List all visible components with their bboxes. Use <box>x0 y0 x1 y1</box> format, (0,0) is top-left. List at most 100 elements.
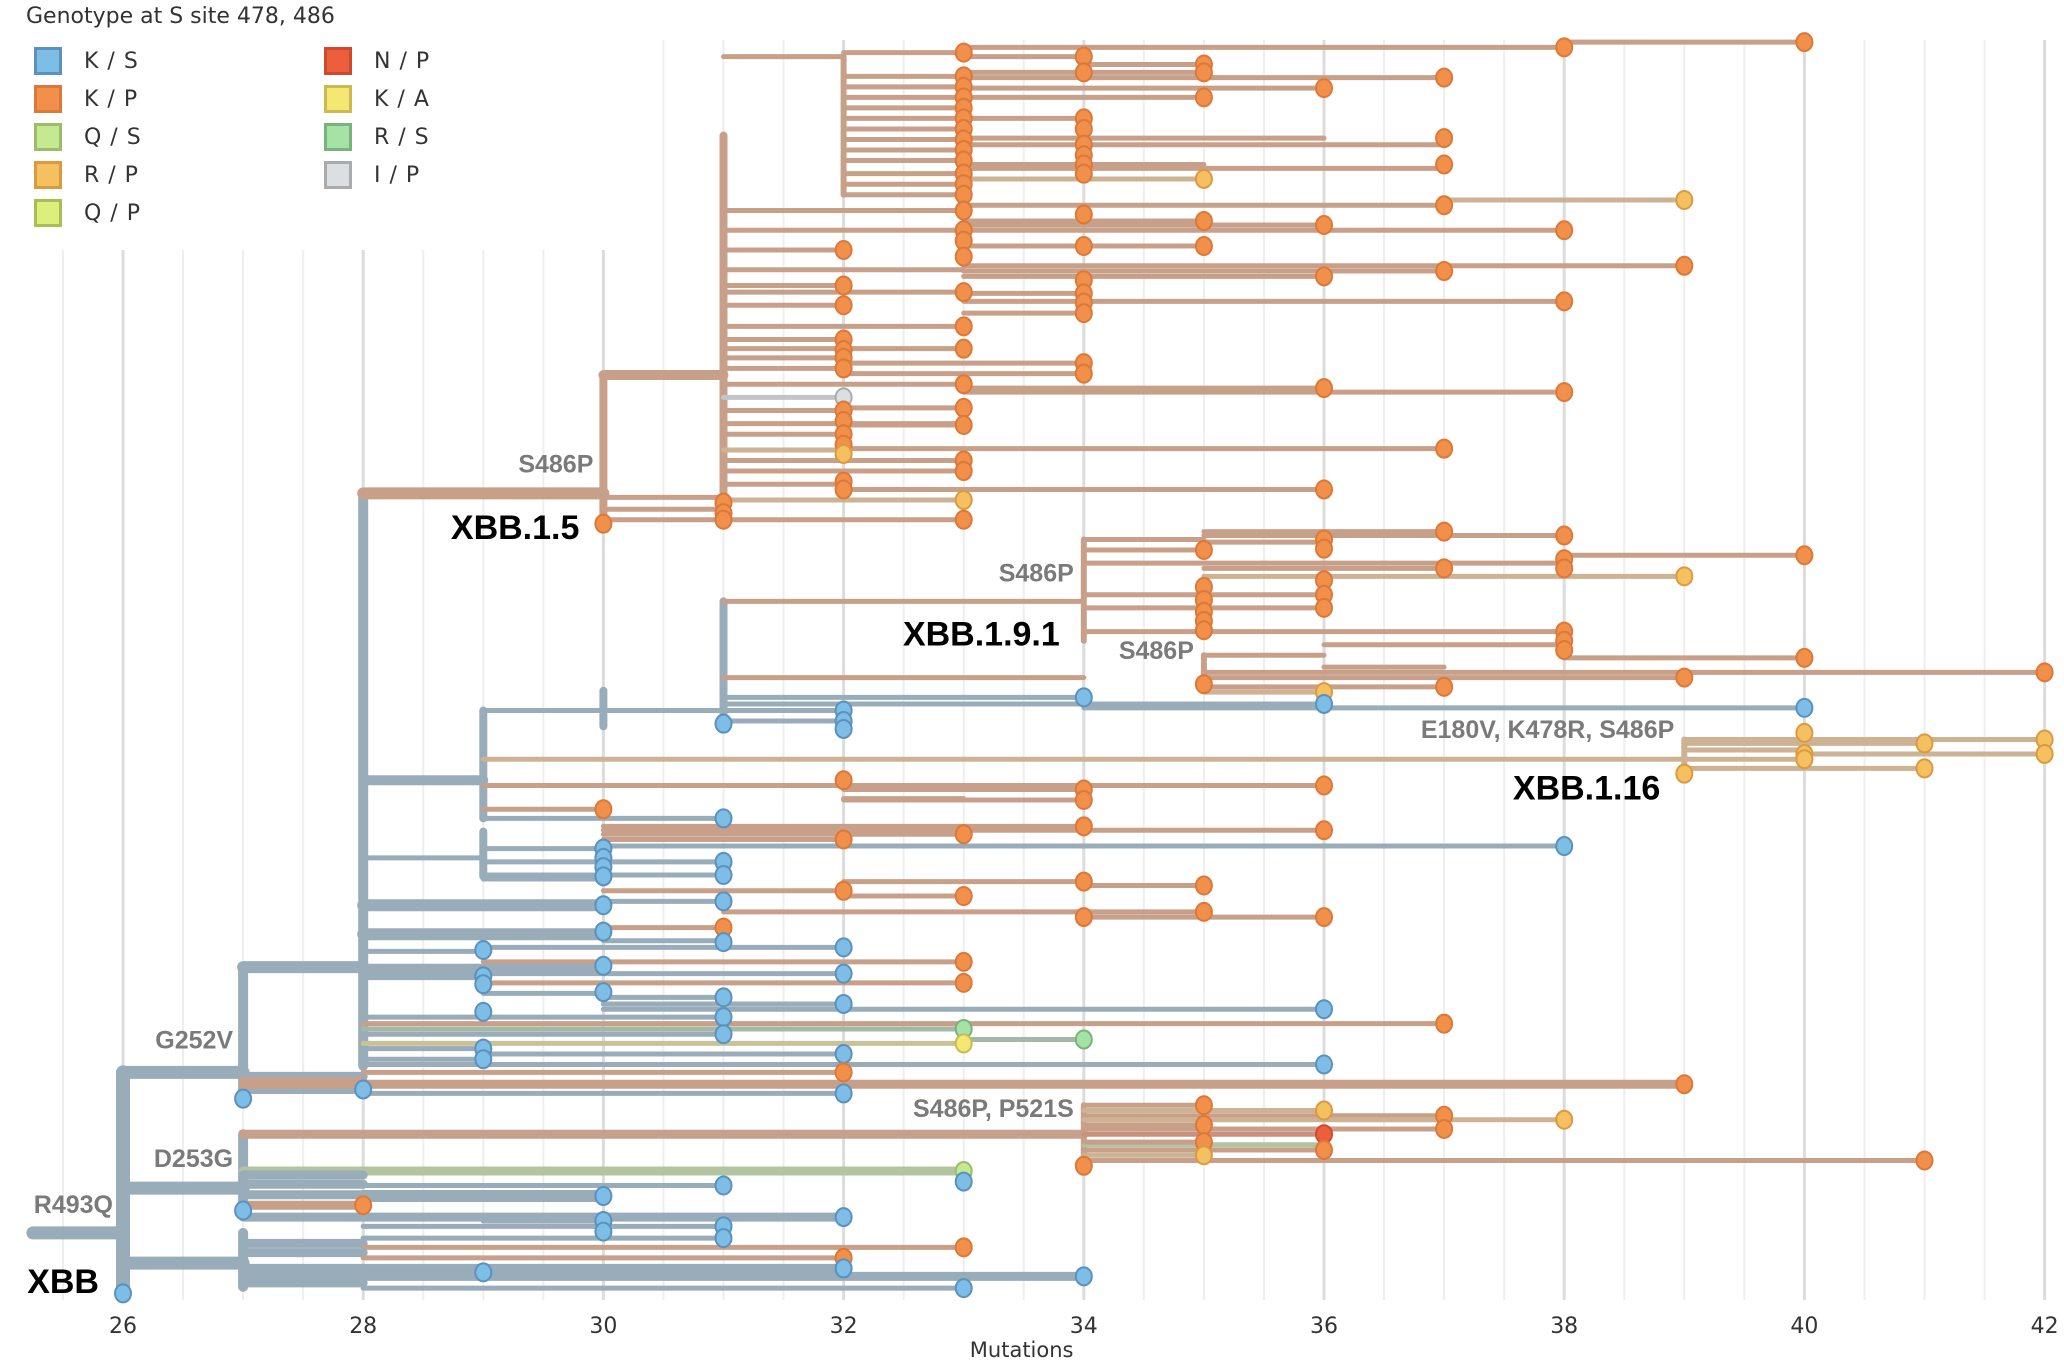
tip-node <box>1555 220 1574 241</box>
tip-node <box>714 987 733 1008</box>
tip-node <box>1315 775 1333 796</box>
legend-swatch <box>324 123 352 151</box>
tip-node <box>954 972 973 993</box>
x-tick-label: 34 <box>1070 1314 1098 1339</box>
tip-node <box>1074 303 1093 324</box>
tip-node <box>1435 195 1454 216</box>
tip-node <box>834 443 853 464</box>
tip-node <box>954 490 973 510</box>
tip-node <box>1555 558 1574 579</box>
legend-swatch <box>34 123 62 151</box>
legend-item-qp[interactable]: Q / P <box>34 196 141 230</box>
tip-node <box>234 1088 253 1109</box>
legend-swatch <box>324 85 352 113</box>
tip-node <box>2035 743 2054 764</box>
legend-label: K / P <box>84 86 139 112</box>
tip-node <box>354 1195 373 1216</box>
tip-node <box>954 951 973 972</box>
legend-swatch <box>34 47 62 75</box>
tip-node <box>1675 255 1694 276</box>
tip-node <box>1915 733 1934 754</box>
tip-node <box>954 316 973 337</box>
legend-item-rp[interactable]: R / P <box>34 158 139 192</box>
tip-node <box>714 808 733 829</box>
tip-node <box>1315 693 1333 714</box>
legend-label: I / P <box>374 162 421 188</box>
tip-node <box>594 921 613 942</box>
legend-label: K / A <box>374 86 430 112</box>
tip-node <box>594 1186 613 1207</box>
tip-node <box>1315 215 1333 235</box>
tree-labels: R493Q G252V D253G S486P S486P S486P E180V, K47… <box>27 450 1674 1301</box>
legend-item-ip[interactable]: I / P <box>324 158 420 192</box>
tip-node <box>1315 266 1333 287</box>
legend-item-qs[interactable]: Q / S <box>34 120 142 154</box>
mutation-label: D253G <box>154 1145 233 1173</box>
legend-label: K / S <box>84 48 139 74</box>
mutation-label: R493Q <box>34 1191 113 1219</box>
mutation-label: S486P <box>1119 637 1194 665</box>
tip-node <box>1435 67 1454 88</box>
mutation-label: S486P, P521S <box>913 1095 1074 1123</box>
tip-node <box>474 940 493 960</box>
tip-node <box>1315 1140 1333 1160</box>
tip-node <box>1555 640 1574 660</box>
tip-node <box>1915 1150 1934 1171</box>
legend-label: R / S <box>374 124 430 150</box>
tip-node <box>1074 363 1093 384</box>
tip-node <box>1074 163 1093 184</box>
tip-node <box>1315 1100 1333 1121</box>
tip-node <box>1194 236 1213 257</box>
legend-item-np[interactable]: N / P <box>324 44 430 78</box>
tip-node <box>1435 1118 1454 1139</box>
tip-node <box>1074 1155 1093 1176</box>
tip-node <box>474 1049 493 1070</box>
legend-swatch <box>324 161 352 189</box>
legend-item-kp[interactable]: K / P <box>34 82 138 116</box>
tip-node <box>1194 87 1213 108</box>
tip-node <box>1194 211 1213 232</box>
tip-node <box>594 955 613 976</box>
tip-node <box>474 1001 493 1022</box>
tip-node <box>1194 875 1213 896</box>
tip-node <box>1555 1109 1574 1130</box>
tip-node <box>954 461 973 482</box>
tip-node <box>1194 901 1213 922</box>
tip-node <box>1795 749 1814 770</box>
tip-node <box>954 415 973 435</box>
tip-node <box>1074 816 1093 837</box>
legend-swatch <box>34 199 62 227</box>
tip-node <box>1074 790 1093 810</box>
legend: K / S K / P Q / S R / P Q / P N / P K / A R / S… <box>34 44 454 244</box>
x-tick-label: 28 <box>349 1314 377 1339</box>
legend-swatch <box>34 161 62 189</box>
clade-label: XBB.1.9.1 <box>903 616 1060 654</box>
legend-item-ka[interactable]: K / A <box>324 82 430 116</box>
clade-label: XBB.1.5 <box>451 509 580 547</box>
tip-node <box>954 374 973 395</box>
x-tick-label: 38 <box>1550 1314 1578 1339</box>
tip-node <box>1435 154 1454 175</box>
tip-node <box>714 1175 733 1196</box>
tip-node <box>834 358 853 379</box>
tip-node <box>2035 662 2054 683</box>
legend-item-ks[interactable]: K / S <box>34 44 139 78</box>
tip-node <box>1315 538 1333 559</box>
tip-node <box>474 1262 493 1283</box>
tip-node <box>954 397 973 418</box>
tip-node <box>714 1007 733 1028</box>
tip-node <box>834 1043 853 1064</box>
legend-label: Q / P <box>84 200 141 226</box>
tip-node <box>714 1228 733 1249</box>
tip-node <box>594 799 613 820</box>
mutation-label: G252V <box>155 1027 233 1055</box>
tip-node <box>834 993 853 1014</box>
tip-node <box>1435 676 1454 697</box>
legend-item-rs[interactable]: R / S <box>324 120 430 154</box>
tip-node <box>1194 620 1213 641</box>
tip-node <box>1555 291 1574 312</box>
tip-node <box>594 1221 613 1242</box>
tip-node <box>1675 763 1694 784</box>
tip-node <box>1315 378 1333 399</box>
tip-node <box>714 713 733 734</box>
